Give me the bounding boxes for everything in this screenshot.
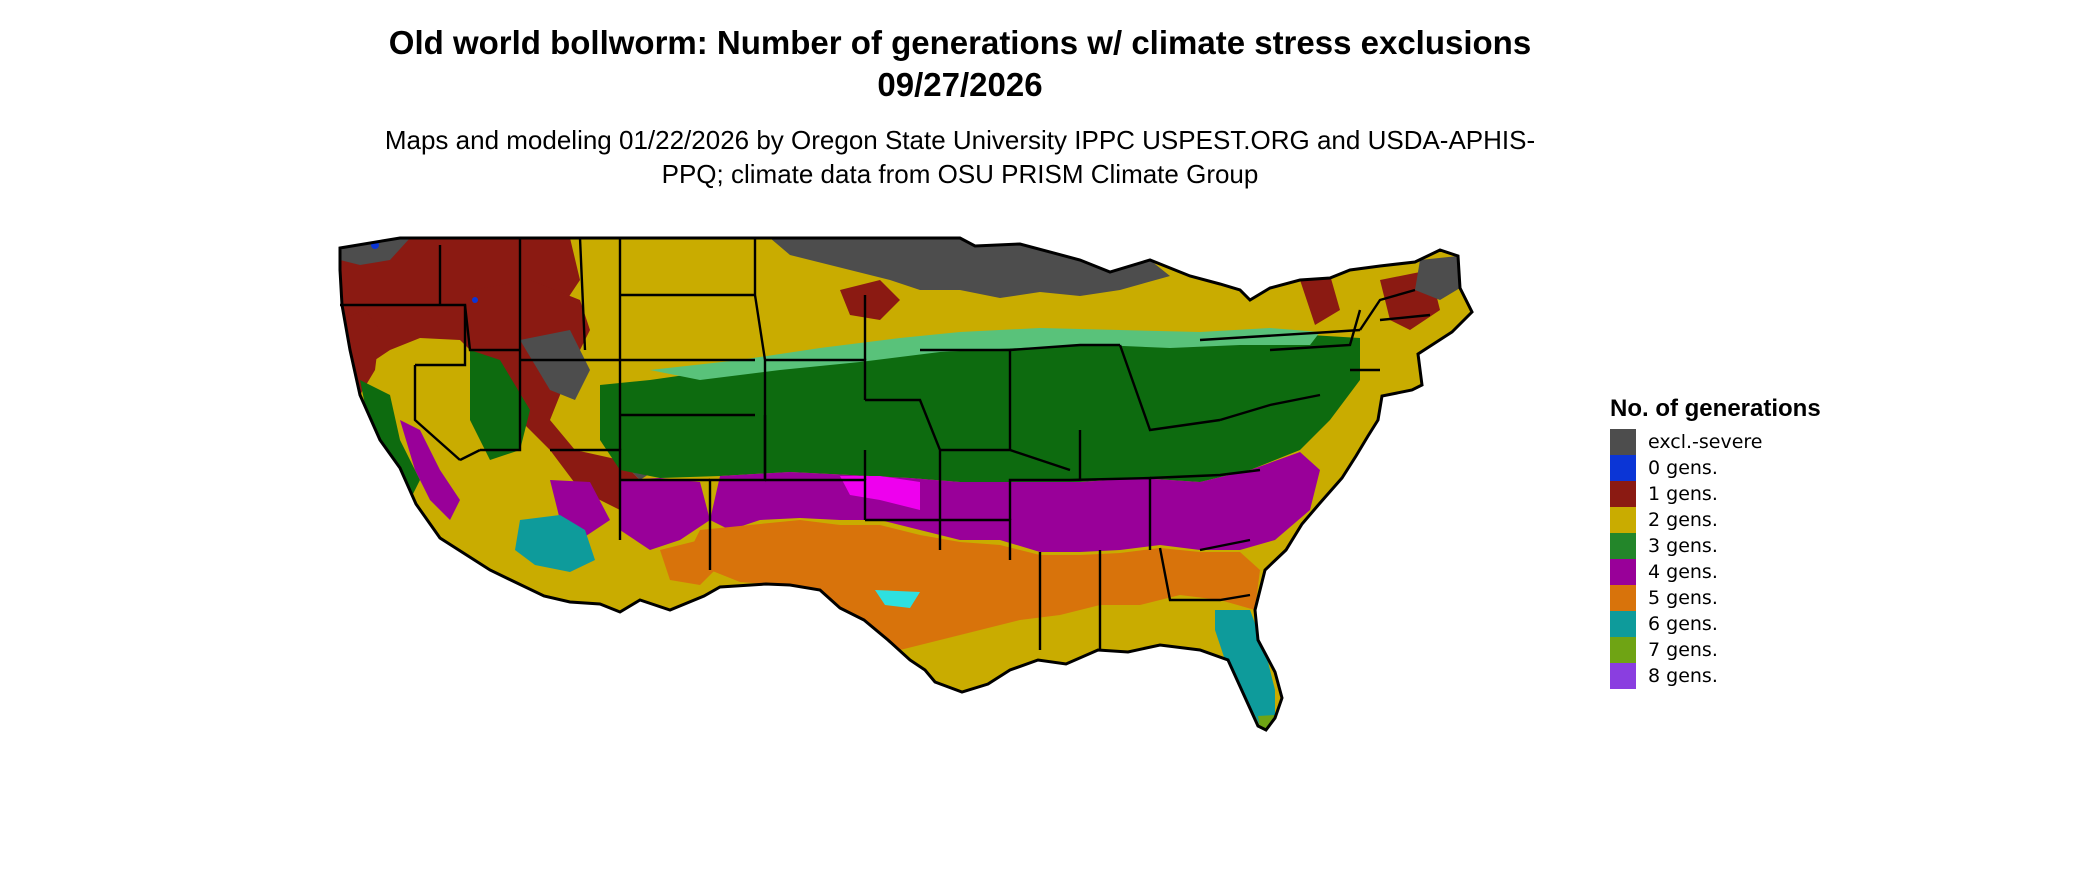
legend-label: 6 gens. xyxy=(1648,613,1718,635)
zone-4-gens-bright xyxy=(840,476,920,510)
legend-item: 5 gens. xyxy=(1610,585,1870,611)
zone-6-gens-light xyxy=(875,590,920,608)
legend-swatch xyxy=(1610,507,1636,533)
state-borders xyxy=(340,237,1431,650)
legend-label: 4 gens. xyxy=(1648,561,1718,583)
legend-item: 6 gens. xyxy=(1610,611,1870,637)
legend-swatch xyxy=(1610,611,1636,637)
legend-item: 4 gens. xyxy=(1610,559,1870,585)
legend-label: 8 gens. xyxy=(1648,665,1718,687)
legend-swatch xyxy=(1610,429,1636,455)
legend-items: excl.-severe 0 gens. 1 gens. 2 gens. 3 gens.… xyxy=(1610,429,1870,689)
zone-1-gens-michigan xyxy=(840,280,900,320)
legend-item: 1 gens. xyxy=(1610,481,1870,507)
zone-6-gens-florida xyxy=(1215,610,1275,726)
legend: No. of generations excl.-severe 0 gens. 1 … xyxy=(1610,395,1870,689)
zone-4-gens-southwest xyxy=(620,478,710,550)
map-subtitle: Maps and modeling 01/22/2026 by Oregon S… xyxy=(384,125,1536,189)
legend-label: 3 gens. xyxy=(1648,535,1718,557)
us-generations-map xyxy=(320,220,1580,890)
legend-label: 1 gens. xyxy=(1648,483,1718,505)
map-title: Old world bollworm: Number of generation… xyxy=(388,24,1532,103)
legend-swatch xyxy=(1610,481,1636,507)
zone-3-gens-utah xyxy=(470,350,530,460)
zone-5-gens xyxy=(690,520,1260,650)
zone-1-gens-rockies xyxy=(470,280,640,510)
legend-swatch xyxy=(1610,559,1636,585)
legend-item: excl.-severe xyxy=(1610,429,1870,455)
legend-swatch xyxy=(1610,637,1636,663)
legend-label: 5 gens. xyxy=(1648,587,1718,609)
zone-excl-severe-north xyxy=(770,238,1170,298)
legend-item: 8 gens. xyxy=(1610,663,1870,689)
map-svg xyxy=(338,236,1474,732)
zone-5-gens-newmexico xyxy=(660,540,715,585)
legend-swatch xyxy=(1610,585,1636,611)
zone-6-gens-arizona xyxy=(515,515,595,572)
legend-item: 2 gens. xyxy=(1610,507,1870,533)
legend-label: excl.-severe xyxy=(1648,431,1763,453)
zone-4-gens-california-south xyxy=(400,420,460,520)
legend-item: 7 gens. xyxy=(1610,637,1870,663)
legend-label: 0 gens. xyxy=(1648,457,1718,479)
legend-item: 0 gens. xyxy=(1610,455,1870,481)
zone-1-gens-ny xyxy=(1300,275,1340,325)
legend-item: 3 gens. xyxy=(1610,533,1870,559)
zone-3-gens-california xyxy=(360,380,420,500)
zone-7-gens-texas xyxy=(840,660,868,678)
zone-3-gens xyxy=(600,335,1360,482)
legend-swatch xyxy=(1610,663,1636,689)
legend-swatch xyxy=(1610,533,1636,559)
legend-label: 7 gens. xyxy=(1648,639,1718,661)
zone-0-gens-spot xyxy=(472,297,478,303)
generation-zones xyxy=(340,238,1472,730)
legend-swatch xyxy=(1610,455,1636,481)
zone-excl-severe-wyoming xyxy=(520,330,590,400)
legend-label: 2 gens. xyxy=(1648,509,1718,531)
zone-1-gens-coast xyxy=(340,310,380,395)
legend-title: No. of generations xyxy=(1610,395,1821,422)
zone-excl-severe-maine xyxy=(1415,256,1460,300)
zone-3-gens-light xyxy=(650,328,1320,380)
